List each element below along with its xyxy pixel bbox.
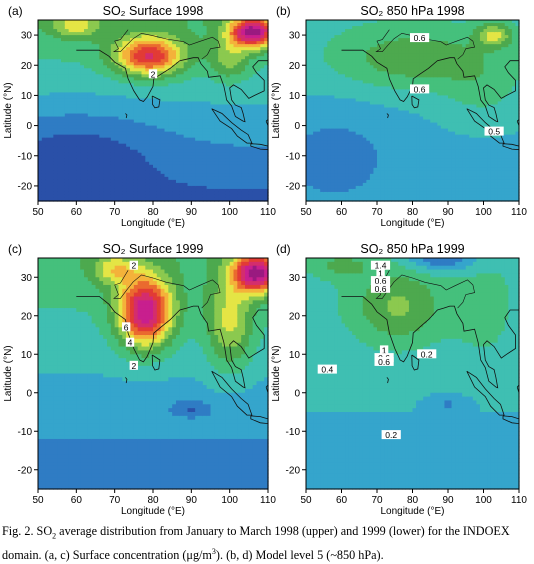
x-tick-label: 110 xyxy=(260,207,276,218)
x-tick-label: 50 xyxy=(300,495,312,506)
y-tick-label: 20 xyxy=(21,311,33,322)
x-tick-label: 90 xyxy=(442,207,454,218)
x-tick-label: 70 xyxy=(371,495,383,506)
contour-label: 0.6 xyxy=(378,357,390,367)
y-tick-label: 20 xyxy=(21,61,33,72)
contour-label: 0.2 xyxy=(421,349,433,359)
panel-title: SO₂ 850 hPa 1999 xyxy=(360,242,464,256)
x-tick-label: 100 xyxy=(475,207,492,218)
y-tick-label: -10 xyxy=(18,151,33,162)
contour-label: 0.5 xyxy=(488,127,500,137)
x-tick-label: 60 xyxy=(71,495,83,506)
panel-title: SO₂ Surface 1998 xyxy=(103,4,204,18)
panel-label: (b) xyxy=(276,4,291,18)
x-tick-label: 110 xyxy=(511,207,527,218)
x-tick-label: 70 xyxy=(371,207,383,218)
y-tick-label: -10 xyxy=(286,427,301,438)
x-tick-label: 60 xyxy=(336,207,348,218)
panel-label: (a) xyxy=(8,4,23,18)
heatmap-field xyxy=(38,258,269,490)
y-axis-label: Latitude (°N) xyxy=(3,345,14,401)
y-tick-label: 10 xyxy=(289,91,301,102)
x-tick-label: 50 xyxy=(300,207,312,218)
y-tick-label: 30 xyxy=(21,31,33,42)
heatmap-field xyxy=(306,258,520,490)
contour-label: 0.6 xyxy=(414,84,426,94)
y-tick-label: 10 xyxy=(21,91,33,102)
y-tick-label: 20 xyxy=(289,311,301,322)
x-tick-label: 90 xyxy=(186,207,198,218)
y-tick-label: 0 xyxy=(26,388,32,399)
x-tick-label: 80 xyxy=(407,207,419,218)
x-tick-label: 50 xyxy=(32,207,44,218)
x-axis-label: Longitude (°E) xyxy=(380,506,444,517)
y-tick-label: -20 xyxy=(286,465,301,476)
x-tick-label: 60 xyxy=(71,207,83,218)
y-tick-label: -10 xyxy=(286,151,301,162)
contour-label: 4 xyxy=(128,338,133,348)
panel-title: SO₂ Surface 1999 xyxy=(103,242,204,256)
y-tick-label: 20 xyxy=(289,61,301,72)
x-tick-label: 80 xyxy=(147,207,159,218)
y-tick-label: 10 xyxy=(289,350,301,361)
x-tick-label: 90 xyxy=(442,495,454,506)
x-tick-label: 80 xyxy=(147,495,159,506)
y-tick-label: 30 xyxy=(289,31,301,42)
y-tick-label: -10 xyxy=(18,427,33,438)
caption-part1: Fig. 2. SO xyxy=(2,524,52,538)
contour-label: 0.4 xyxy=(321,365,333,375)
contour-label: 0.6 xyxy=(414,33,426,43)
x-tick-label: 100 xyxy=(221,495,238,506)
heatmap-field xyxy=(38,20,269,202)
x-tick-label: 90 xyxy=(186,495,198,506)
x-tick-label: 70 xyxy=(109,207,121,218)
contour-label: 6 xyxy=(124,322,129,332)
panel-label: (d) xyxy=(276,242,291,256)
x-axis-label: Longitude (°E) xyxy=(121,506,185,517)
contour-label: 2 xyxy=(151,69,156,79)
caption-part3: ). (b, d) Model level 5 (~850 hPa). xyxy=(216,549,384,563)
y-tick-label: -20 xyxy=(18,181,33,192)
figure-caption: Fig. 2. SO2 average distribution from Ja… xyxy=(2,523,532,564)
y-axis-label: Latitude (°N) xyxy=(271,345,282,401)
y-tick-label: 30 xyxy=(289,273,301,284)
x-axis-label: Longitude (°E) xyxy=(380,218,444,229)
contour-label: 2 xyxy=(131,261,136,271)
contour-label: 0.2 xyxy=(385,430,397,440)
x-tick-label: 80 xyxy=(407,495,419,506)
x-tick-label: 50 xyxy=(32,495,44,506)
y-axis-label: Latitude (°N) xyxy=(271,82,282,138)
x-tick-label: 100 xyxy=(221,207,238,218)
panel-title: SO₂ 850 hPa 1998 xyxy=(360,4,464,18)
x-tick-label: 60 xyxy=(336,495,348,506)
contour-label: 2 xyxy=(131,361,136,371)
x-tick-label: 70 xyxy=(109,495,121,506)
y-tick-label: 10 xyxy=(21,350,33,361)
y-tick-label: 30 xyxy=(21,273,33,284)
x-tick-label: 110 xyxy=(511,495,527,506)
y-tick-label: 0 xyxy=(26,121,32,132)
x-tick-label: 100 xyxy=(475,495,492,506)
heatmap-field xyxy=(306,20,520,202)
y-tick-label: 0 xyxy=(294,121,300,132)
contour-label: 0.6 xyxy=(375,284,387,294)
x-tick-label: 110 xyxy=(260,495,276,506)
y-axis-label: Latitude (°N) xyxy=(3,82,14,138)
x-axis-label: Longitude (°E) xyxy=(121,218,185,229)
y-tick-label: -20 xyxy=(286,181,301,192)
panel-label: (c) xyxy=(8,242,22,256)
y-tick-label: -20 xyxy=(18,465,33,476)
y-tick-label: 0 xyxy=(294,388,300,399)
